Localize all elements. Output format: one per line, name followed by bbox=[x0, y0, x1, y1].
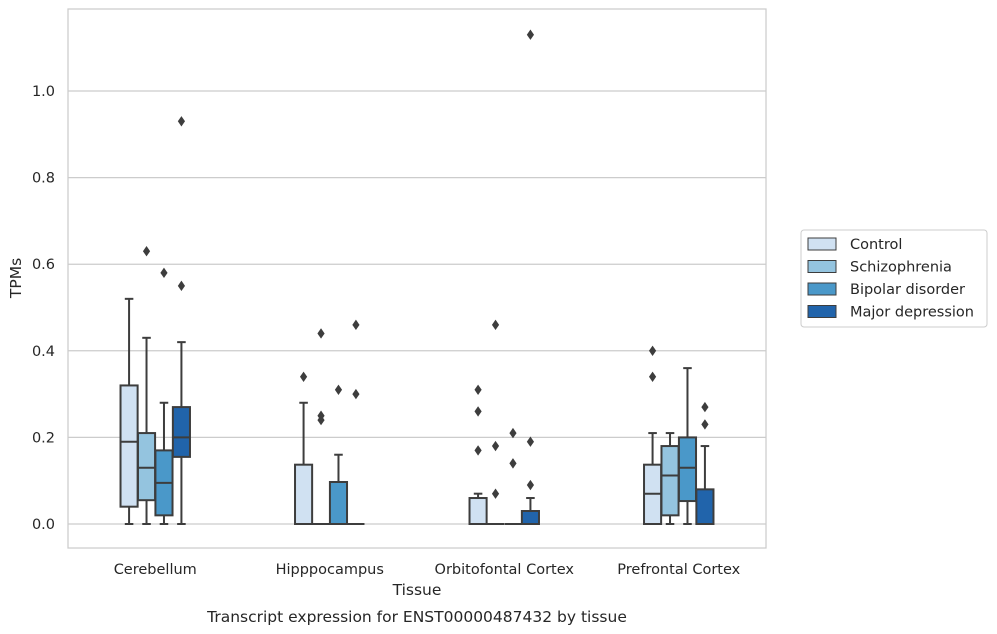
box-group bbox=[520, 29, 540, 526]
box-group bbox=[312, 328, 330, 525]
legend-swatch bbox=[807, 305, 837, 318]
box-iqr bbox=[677, 436, 698, 503]
outlier-point bbox=[701, 401, 709, 413]
box-iqr bbox=[294, 463, 314, 525]
outlier-point bbox=[317, 328, 325, 339]
legend-frame bbox=[800, 229, 988, 328]
plot-frame bbox=[67, 8, 767, 549]
y-axis-title: TPMs bbox=[7, 258, 25, 299]
outlier-point bbox=[474, 406, 482, 417]
box-group bbox=[695, 401, 715, 525]
outlier-point bbox=[352, 319, 360, 331]
outlier-point bbox=[509, 458, 517, 469]
box-group bbox=[119, 297, 139, 525]
outlier-point bbox=[177, 116, 186, 127]
box-iqr bbox=[520, 510, 540, 526]
box-iqr bbox=[328, 480, 349, 525]
y-tick-label: 0.8 bbox=[32, 171, 55, 187]
box-group bbox=[136, 246, 157, 525]
outlier-point bbox=[491, 319, 500, 331]
x-tick-label: Prefrontal Cortex bbox=[617, 562, 740, 578]
outlier-point bbox=[177, 280, 186, 292]
outlier-point bbox=[701, 419, 709, 430]
outlier-point bbox=[526, 29, 535, 40]
legend-swatch bbox=[807, 260, 837, 273]
outlier-point bbox=[142, 246, 151, 257]
x-tick-label: Orbitofontal Cortex bbox=[435, 562, 575, 578]
outlier-point bbox=[474, 384, 482, 395]
boxes bbox=[119, 29, 715, 526]
outlier-point bbox=[491, 440, 500, 452]
legend-swatch bbox=[807, 282, 837, 296]
legend-label: Control bbox=[850, 237, 902, 253]
legend: Control Schizophrenia Bipolar disorder Majo… bbox=[800, 229, 988, 328]
outlier-point bbox=[474, 445, 482, 456]
y-tick-label: 0.2 bbox=[32, 430, 55, 446]
box-group bbox=[468, 384, 488, 525]
y-tick-label: 0.0 bbox=[32, 517, 55, 533]
box-group bbox=[486, 319, 505, 525]
box-iqr bbox=[171, 406, 191, 458]
box-group bbox=[294, 371, 314, 525]
box-group bbox=[660, 432, 680, 525]
box-group bbox=[677, 367, 698, 525]
outlier-point bbox=[334, 384, 343, 395]
outlier-point bbox=[526, 436, 535, 447]
legend-label: Bipolar disorder bbox=[850, 282, 965, 298]
outlier-point bbox=[352, 388, 360, 400]
outlier-point bbox=[648, 371, 657, 382]
box-group bbox=[328, 384, 349, 525]
box-iqr bbox=[136, 432, 157, 502]
y-tick-label: 0.4 bbox=[32, 344, 55, 360]
y-axis-ticks: 0.0 0.2 0.4 0.6 0.8 1.0 bbox=[32, 84, 55, 533]
x-tick-label: Cerebellum bbox=[114, 562, 197, 578]
legend-swatch bbox=[807, 237, 837, 251]
y-tick-label: 1.0 bbox=[32, 84, 55, 100]
box-iqr bbox=[468, 497, 488, 525]
box-group bbox=[154, 267, 174, 525]
chart-title: Transcript expression for ENST0000048743… bbox=[206, 608, 627, 626]
box-iqr bbox=[695, 488, 715, 525]
box-group bbox=[347, 319, 365, 525]
outlier-point bbox=[160, 267, 168, 279]
box-group bbox=[171, 116, 191, 525]
outlier-point bbox=[491, 488, 500, 499]
box-group bbox=[643, 345, 663, 525]
outlier-point bbox=[526, 479, 535, 491]
x-tick-label: Hipppocampus bbox=[276, 562, 384, 578]
outlier-point bbox=[509, 427, 517, 439]
legend-label: Major depression bbox=[850, 305, 974, 321]
outlier-point bbox=[317, 410, 325, 421]
outlier-point bbox=[648, 345, 657, 356]
outlier-point bbox=[299, 371, 308, 382]
box-group bbox=[504, 427, 522, 525]
y-tick-label: 0.6 bbox=[32, 257, 55, 273]
x-axis-title: Tissue bbox=[392, 581, 442, 599]
box-iqr bbox=[119, 384, 139, 508]
x-axis-ticks: Cerebellum Hipppocampus Orbitofontal Corte… bbox=[114, 562, 741, 578]
box-iqr bbox=[660, 445, 680, 517]
legend-label: Schizophrenia bbox=[850, 260, 952, 276]
